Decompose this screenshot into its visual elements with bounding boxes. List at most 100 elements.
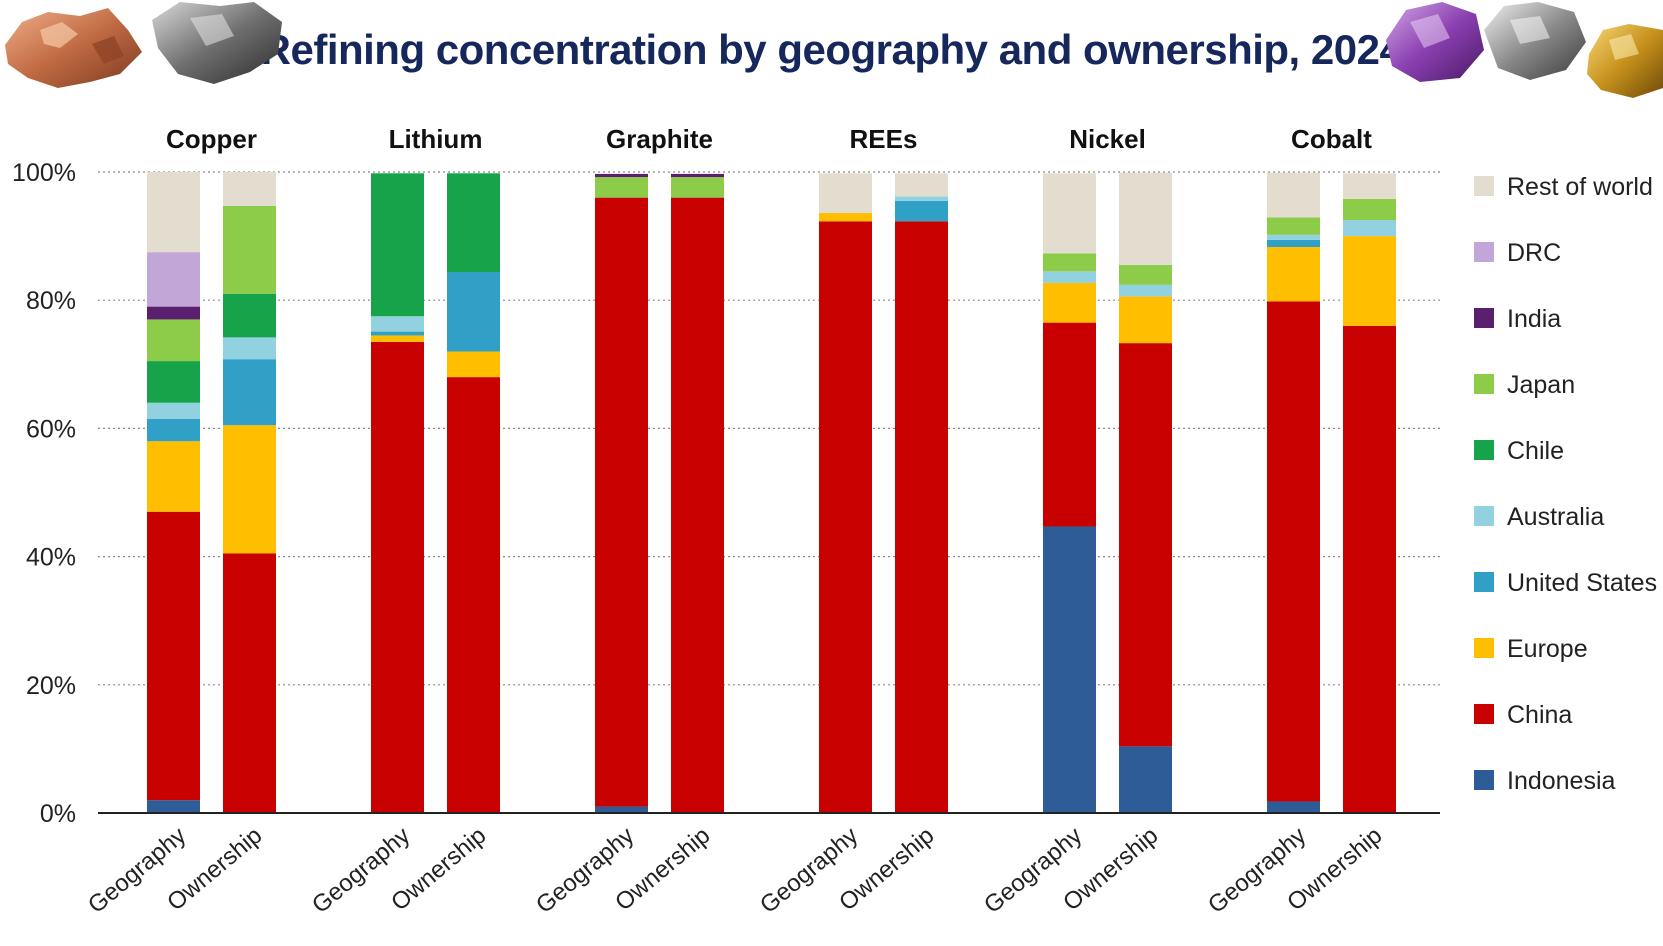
- legend-swatch: [1474, 770, 1494, 790]
- y-tick-label: 40%: [26, 544, 76, 572]
- bar-segment-japan: [1043, 253, 1096, 272]
- bar-segment-europe: [147, 441, 200, 512]
- legend-swatch: [1474, 704, 1494, 724]
- silver-ore-image: [1484, 2, 1586, 80]
- bar-segment-australia: [371, 316, 424, 332]
- bar-segment-rest-of-world: [819, 173, 872, 214]
- bar-segment-japan: [1119, 264, 1172, 285]
- bar-segment-europe: [1043, 282, 1096, 323]
- legend-label: Japan: [1507, 371, 1575, 399]
- bar-segment-china: [895, 221, 948, 813]
- bar-segment-indonesia: [1043, 526, 1096, 813]
- legend-label: India: [1507, 305, 1561, 333]
- bar-segment-united-states: [1267, 239, 1320, 247]
- bar-segment-japan: [595, 177, 648, 198]
- bar-segment-indonesia: [595, 806, 648, 813]
- legend-label: Australia: [1507, 503, 1604, 531]
- group-label-copper: Copper: [166, 124, 257, 154]
- bar-segment-united-states: [147, 418, 200, 442]
- legend-label: Chile: [1507, 437, 1564, 465]
- bar-segment-japan: [1267, 217, 1320, 235]
- bar-segment-australia: [1267, 234, 1320, 240]
- group-label-graphite: Graphite: [606, 124, 713, 154]
- bar-segment-china: [1343, 325, 1396, 813]
- group-label-lithium: Lithium: [389, 124, 483, 154]
- legend-swatch: [1474, 638, 1494, 658]
- bar-segment-rest-of-world: [1043, 173, 1096, 254]
- bar-segment-chile: [447, 173, 500, 272]
- bar-segment-india: [671, 173, 724, 178]
- bar-segment-china: [1119, 343, 1172, 747]
- bar-segment-rest-of-world: [1119, 172, 1172, 265]
- bar-segment-united-states: [371, 331, 424, 336]
- legend-swatch: [1474, 374, 1494, 394]
- bar-segment-europe: [447, 351, 500, 378]
- bar-segment-china: [595, 197, 648, 807]
- bar-segment-australia: [147, 402, 200, 419]
- bar-segment-united-states: [895, 200, 948, 222]
- y-tick-label: 20%: [26, 672, 76, 700]
- y-tick-label: 100%: [12, 159, 76, 187]
- bar-segment-europe: [1343, 236, 1396, 326]
- chart-title: Refining concentration by geography and …: [260, 26, 1403, 73]
- legend-label: China: [1507, 701, 1572, 729]
- bar-segment-china: [447, 377, 500, 813]
- bar-segment-chile: [223, 293, 276, 338]
- y-tick-label: 0%: [40, 800, 76, 828]
- bar-segment-rest-of-world: [1343, 173, 1396, 199]
- legend-swatch: [1474, 506, 1494, 526]
- bar-segment-china: [671, 197, 724, 813]
- bar-segment-china: [1043, 322, 1096, 527]
- legend-swatch: [1474, 176, 1494, 196]
- bar-segment-indonesia: [147, 800, 200, 813]
- bar-segment-japan: [1343, 198, 1396, 221]
- legend-label: DRC: [1507, 239, 1561, 267]
- bar-segment-china: [1267, 301, 1320, 802]
- bar-segment-united-states: [447, 271, 500, 352]
- bar-segment-europe: [1119, 296, 1172, 344]
- legend-label: Indonesia: [1507, 767, 1616, 795]
- bar-segment-chile: [371, 173, 424, 317]
- bar-segment-indonesia: [1119, 746, 1172, 813]
- bar-segment-australia: [1043, 271, 1096, 283]
- bar-segment-europe: [371, 335, 424, 342]
- legend-label: Europe: [1507, 635, 1588, 663]
- bar-segment-china: [223, 553, 276, 813]
- copper-ore-image: [5, 8, 142, 88]
- legend-swatch: [1474, 572, 1494, 592]
- bar-segment-china: [819, 221, 872, 813]
- bar-segment-rest-of-world: [895, 173, 948, 197]
- bar-segment-japan: [147, 319, 200, 362]
- bar-segment-drc: [147, 252, 200, 307]
- amethyst-image: [1386, 2, 1484, 82]
- group-label-cobalt: Cobalt: [1291, 124, 1372, 154]
- bar-segment-australia: [1119, 284, 1172, 297]
- silver-ore-image: [152, 2, 282, 84]
- bar-segment-united-states: [223, 359, 276, 426]
- bar-segment-japan: [223, 205, 276, 294]
- bar-segment-europe: [1267, 246, 1320, 302]
- bar-segment-china: [371, 341, 424, 813]
- legend-swatch: [1474, 308, 1494, 328]
- y-tick-label: 80%: [26, 287, 76, 315]
- bar-segment-europe: [223, 425, 276, 554]
- group-label-nickel: Nickel: [1069, 124, 1146, 154]
- bar-segment-china: [147, 511, 200, 801]
- bar-segment-rest-of-world: [147, 172, 200, 253]
- group-label-rees: REEs: [850, 124, 918, 154]
- gold-ore-image: [1587, 24, 1663, 98]
- legend-swatch: [1474, 242, 1494, 262]
- bar-segment-rest-of-world: [223, 172, 276, 206]
- legend-label: Rest of world: [1507, 173, 1653, 201]
- bar-segment-india: [147, 306, 200, 320]
- legend-swatch: [1474, 440, 1494, 460]
- bar-segment-rest-of-world: [1267, 172, 1320, 218]
- legend-label: United States: [1507, 569, 1657, 597]
- y-tick-label: 60%: [26, 415, 76, 443]
- bar-segment-australia: [223, 337, 276, 360]
- bar-segment-europe: [819, 213, 872, 222]
- bar-segment-australia: [895, 196, 948, 201]
- bar-segment-indonesia: [1267, 801, 1320, 813]
- bar-segment-india: [595, 173, 648, 178]
